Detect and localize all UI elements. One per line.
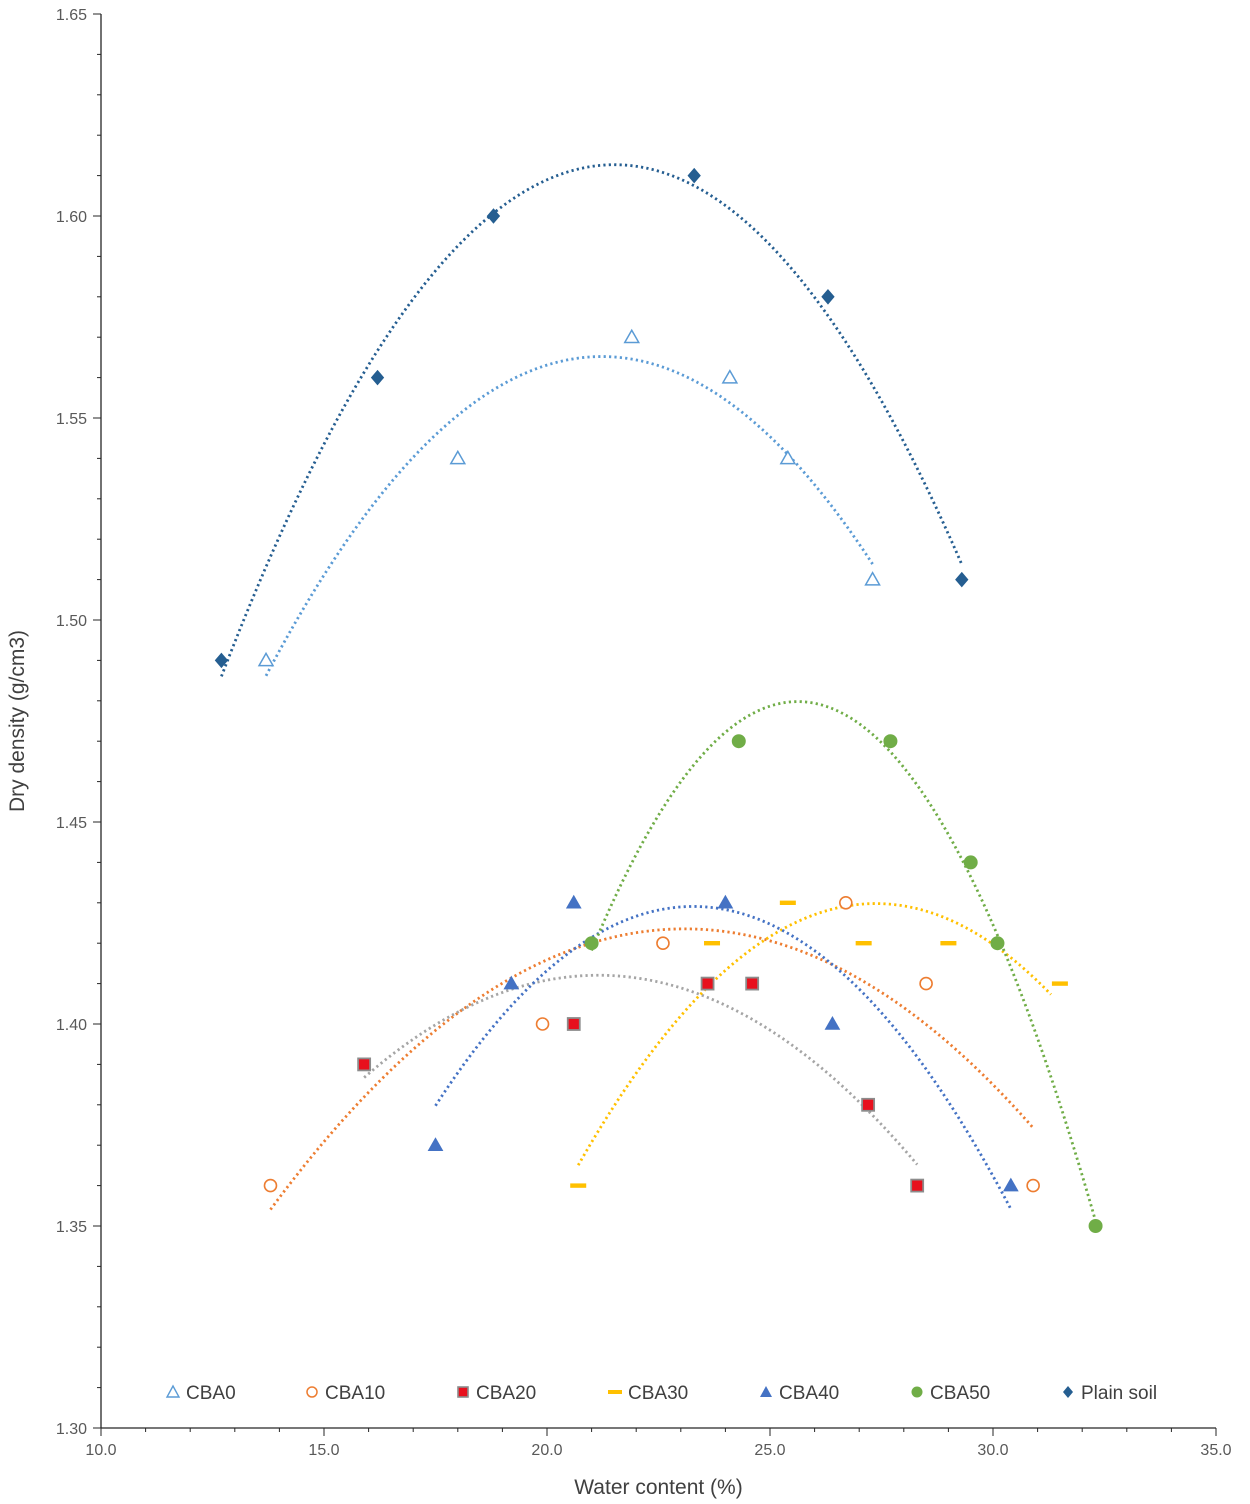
marker-plain-soil — [370, 369, 385, 386]
legend-item-cba0: CBA0 — [165, 1383, 236, 1404]
marker-plain-soil — [486, 208, 501, 224]
marker-cba30 — [704, 941, 721, 946]
marker-cba50 — [883, 734, 898, 749]
x-axis-title: Water content (%) — [574, 1476, 742, 1499]
x-tick-label: 10.0 — [85, 1442, 116, 1459]
marker-cba50 — [731, 734, 746, 749]
marker-cba0 — [449, 449, 467, 465]
x-tick-label: 20.0 — [531, 1442, 562, 1459]
x-tick-label: 35.0 — [1200, 1442, 1231, 1459]
marker-cba20 — [566, 1017, 581, 1031]
y-axis-title: Dry density (g/cm3) — [6, 630, 29, 812]
legend-item-cba20: CBA20 — [457, 1383, 536, 1404]
marker-cba40 — [717, 894, 734, 909]
marker-cba30 — [1051, 981, 1068, 986]
marker-cba20 — [861, 1097, 876, 1112]
trendline-cba20 — [363, 973, 919, 1166]
marker-cba40 — [427, 1137, 444, 1151]
marker-cba30 — [779, 900, 796, 905]
legend-label: CBA50 — [930, 1383, 990, 1404]
y-tick-label: 1.45 — [56, 815, 87, 832]
legend-swatch — [911, 1386, 923, 1398]
marker-cba30 — [570, 1183, 587, 1188]
trendline-cba50 — [590, 700, 1097, 1222]
legend-label: CBA10 — [325, 1383, 385, 1404]
x-tick-label: 25.0 — [754, 1442, 785, 1459]
marker-cba10 — [1026, 1178, 1040, 1193]
marker-plain-soil — [214, 652, 229, 669]
legend: CBA0 CBA10 CBA20 CBA30 CBA40 CBA50 Plain soil — [165, 1383, 1157, 1404]
legend-swatch — [1063, 1386, 1073, 1398]
y-tick-label: 1.35 — [56, 1219, 87, 1236]
marker-cba10 — [535, 1017, 550, 1031]
marker-cba0 — [257, 651, 275, 667]
y-tick-label: 1.60 — [56, 209, 87, 226]
legend-label: CBA20 — [476, 1383, 536, 1404]
data-markers — [214, 167, 1103, 1233]
marker-cba20 — [910, 1178, 925, 1193]
marker-cba50 — [963, 855, 978, 870]
trendline-cba30 — [577, 902, 1052, 1166]
legend-item-plain-soil: Plain soil — [1063, 1383, 1157, 1404]
marker-cba0 — [623, 328, 641, 344]
marker-plain-soil — [687, 167, 701, 184]
marker-cba20 — [357, 1057, 372, 1072]
y-tick-label: 1.40 — [56, 1017, 87, 1034]
marker-cba10 — [919, 976, 933, 991]
marker-cba40 — [565, 894, 582, 909]
trendlines — [220, 163, 1097, 1222]
legend-label: CBA40 — [779, 1383, 839, 1404]
trendline-cba40 — [434, 905, 1013, 1210]
marker-cba20 — [700, 976, 715, 991]
marker-cba0 — [779, 449, 797, 465]
marker-cba50 — [584, 936, 599, 951]
axes: 1.30 1.35 1.40 1.45 1.50 1.55 1.60 1.65 10.0 15.0… — [56, 7, 1232, 1459]
trendline-plain-soil — [220, 163, 964, 677]
legend-label: CBA30 — [628, 1383, 688, 1404]
x-tick-label: 15.0 — [308, 1442, 339, 1459]
marker-cba40 — [503, 975, 520, 990]
marker-cba10 — [656, 936, 670, 951]
y-tick-label: 1.65 — [56, 7, 87, 24]
trendline-cba0 — [264, 355, 874, 677]
marker-cba10 — [839, 895, 853, 910]
marker-cba50 — [1088, 1219, 1103, 1233]
x-tick-label: 30.0 — [977, 1442, 1008, 1459]
marker-cba10 — [263, 1178, 278, 1193]
marker-cba0 — [864, 571, 881, 586]
legend-item-cba50: CBA50 — [911, 1383, 990, 1404]
marker-plain-soil — [955, 571, 969, 588]
legend-item-cba30: CBA30 — [608, 1383, 688, 1404]
marker-cba30 — [855, 941, 872, 946]
legend-item-cba10: CBA10 — [306, 1383, 385, 1404]
legend-swatch — [165, 1384, 181, 1398]
legend-swatch — [608, 1390, 622, 1394]
marker-cba30 — [940, 941, 957, 946]
legend-item-cba40: CBA40 — [760, 1383, 839, 1404]
marker-cba50 — [990, 936, 1005, 951]
legend-swatch — [306, 1386, 318, 1398]
marker-cba40 — [1002, 1177, 1019, 1192]
marker-cba40 — [824, 1015, 841, 1030]
marker-plain-soil — [821, 289, 835, 305]
marker-cba20 — [745, 976, 760, 991]
y-tick-label: 1.30 — [56, 1421, 87, 1438]
y-tick-label: 1.50 — [56, 613, 87, 630]
legend-swatch — [457, 1386, 469, 1398]
legend-label: CBA0 — [186, 1383, 236, 1404]
legend-swatch — [760, 1386, 772, 1397]
marker-cba0 — [721, 369, 739, 384]
trendline-cba10 — [269, 927, 1035, 1211]
legend-label: Plain soil — [1081, 1383, 1157, 1404]
y-tick-label: 1.55 — [56, 411, 87, 428]
